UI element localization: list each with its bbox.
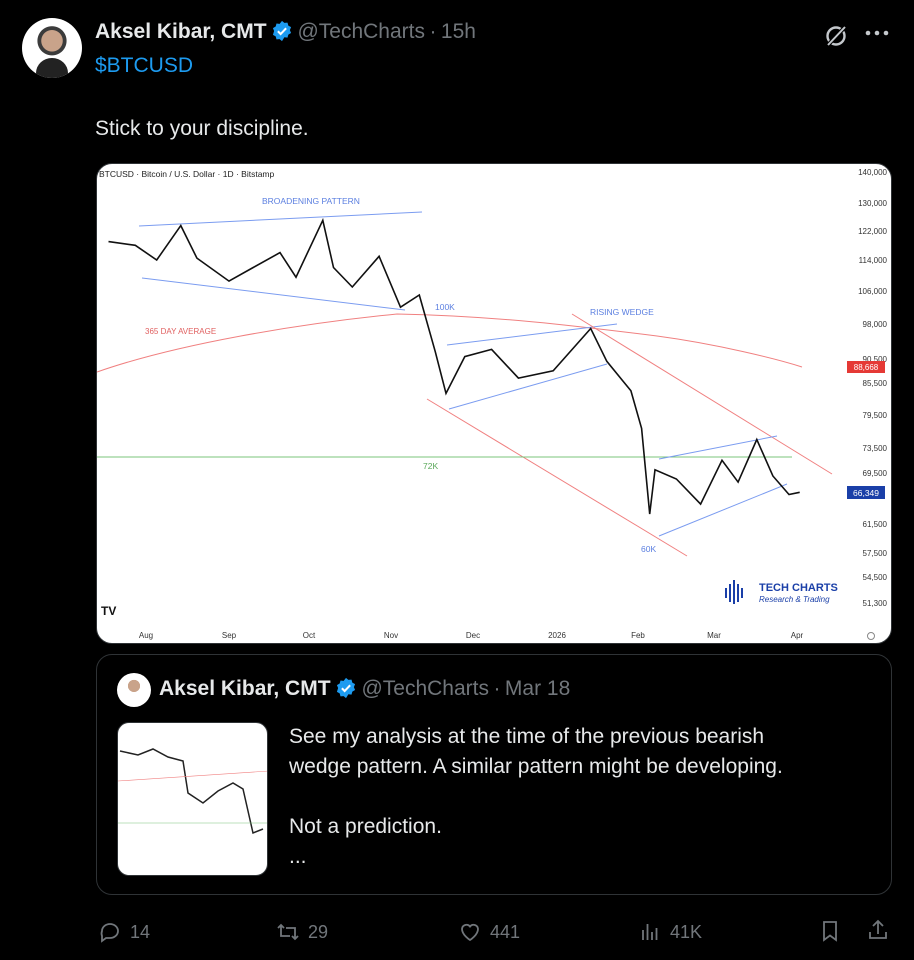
month-tick-label: 2026 [548,631,566,640]
month-tick-label: Sep [222,631,237,640]
techcharts-logo-title: TECH CHARTS [759,582,838,594]
ma-price-badge [847,361,885,373]
separator-dot: · [493,677,501,700]
wedge-top-line [446,323,618,346]
price-axis: 140,000 130,000 122,000 114,000 106,000 98,00… [858,168,887,608]
techcharts-logo-icon [725,580,743,604]
heart-icon [461,923,479,942]
month-tick-label: Feb [631,631,645,640]
views-button[interactable]: 41K [638,918,702,946]
broadening-top-line [138,211,423,227]
more-options-icon[interactable] [864,28,890,38]
channel-lower-line [426,398,688,557]
views-icon [642,924,658,940]
ma-price-label: 88,668 [854,363,879,372]
btc-chart: BTCUSD · Bitcoin / U.S. Dollar · 1D · Bi… [97,168,888,640]
last-price-label: 66,349 [853,488,879,498]
verified-badge-icon [336,677,356,699]
price-tick-label: 73,500 [863,444,888,453]
share-icon[interactable] [866,918,890,942]
broadening-label: BROADENING PATTERN [262,196,360,206]
quoted-author-avatar [117,673,151,707]
repost-count: 29 [308,921,329,942]
month-tick-label: Nov [384,631,398,640]
author-handle[interactable]: @TechCharts [297,20,425,43]
tweet-header: Aksel Kibar, CMT @TechCharts · 15h [95,20,476,44]
ma-line [97,313,803,373]
month-tick-label: Oct [303,631,316,640]
thumbnail-price-line [119,748,264,835]
settings-icon [867,632,875,640]
tweet-text: Stick to your discipline. [95,117,309,140]
month-tick-label: Aug [139,631,153,640]
separator-dot: · [429,20,437,43]
chart-title: BTCUSD · Bitcoin / U.S. Dollar · 1D · Bi… [99,169,275,179]
price-tick-label: 122,000 [858,227,887,236]
repost-icon [277,923,299,941]
grok-icon[interactable] [822,22,850,50]
author-name[interactable]: Aksel Kibar, CMT [95,20,267,43]
price-tick-label: 57,500 [863,549,888,558]
price-tick-label: 54,500 [863,573,888,582]
price-tick-label: 114,000 [859,256,888,265]
price-tick-label: 79,500 [863,411,888,420]
price-tick-label: 69,500 [863,469,888,478]
channel-upper-line [571,313,833,475]
reply-icon [100,923,119,943]
tradingview-logo: TV [101,604,116,618]
price-series [108,217,800,515]
time-axis: Aug Sep Oct Nov Dec 2026 Feb Mar Apr [139,631,804,640]
quoted-header: Aksel Kibar, CMT @TechCharts · Mar 18 [159,677,570,701]
author-avatar[interactable] [22,18,82,78]
bookmark-icon[interactable] [818,919,842,943]
wedge-bottom-line [448,363,608,410]
month-tick-label: Apr [791,631,804,640]
reply-button[interactable]: 14 [98,918,150,946]
reply-count: 14 [130,921,151,942]
quoted-tweet[interactable]: Aksel Kibar, CMT @TechCharts · Mar 18 Se… [96,654,892,895]
price-tick-label: 140,000 [858,168,887,177]
quoted-author-name: Aksel Kibar, CMT [159,677,331,700]
quoted-date: Mar 18 [504,677,571,700]
month-tick-label: Dec [466,631,480,640]
month-tick-label: Mar [707,631,721,640]
price-tick-label: 61,500 [863,520,888,529]
rising-wedge-label: RISING WEDGE [590,307,654,317]
like-button[interactable]: 441 [458,918,520,946]
recent-wedge-bottom [658,483,788,537]
price-line [108,217,800,515]
quoted-text: See my analysis at the time of the previ… [289,725,783,868]
recent-wedge-top [658,435,778,460]
quoted-handle: @TechCharts [361,677,489,700]
quoted-chart-thumbnail[interactable] [117,722,268,876]
100k-label: 100K [435,302,455,312]
views-count: 41K [670,921,703,942]
60k-label: 60K [641,544,656,554]
verified-badge-icon [272,20,292,42]
chart-image[interactable]: BTCUSD · Bitcoin / U.S. Dollar · 1D · Bi… [96,163,892,644]
broadening-bottom-line [141,277,406,311]
techcharts-logo-subtitle: Research & Trading [759,595,830,604]
price-tick-label: 106,000 [858,287,887,296]
ma-label: 365 DAY AVERAGE [145,327,216,336]
tweet-time[interactable]: 15h [440,20,476,43]
repost-button[interactable]: 29 [276,918,328,946]
cashtag-link[interactable]: $BTCUSD [95,54,194,77]
price-tick-label: 98,000 [863,320,888,329]
price-tick-label: 130,000 [858,199,887,208]
last-price-badge [847,486,885,499]
price-tick-label: 51,300 [863,599,888,608]
price-tick-label: 90,500 [863,355,888,364]
price-tick-label: 85,500 [863,379,888,388]
like-count: 441 [490,921,521,942]
72k-label: 72K [423,461,438,471]
